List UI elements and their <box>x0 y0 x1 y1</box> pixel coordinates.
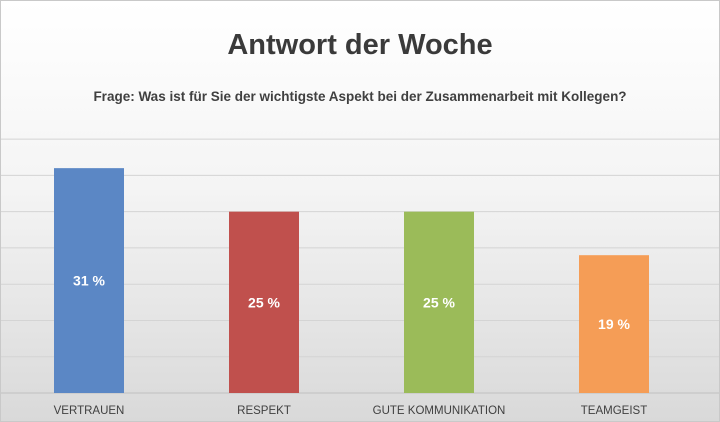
chart-subtitle: Frage: Was ist für Sie der wichtigste As… <box>93 89 627 104</box>
bar-gute-kommunikation <box>404 211 474 393</box>
bar-value-label: 19 % <box>598 316 630 332</box>
bar-respekt <box>229 211 299 393</box>
category-label: RESPEKT <box>237 405 291 417</box>
bar-value-label: 25 % <box>248 294 280 310</box>
bar-value-label: 31 % <box>73 273 105 289</box>
category-label: VERTRAUEN <box>54 405 125 417</box>
category-label: GUTE KOMMUNIKATION <box>373 405 506 417</box>
chart-title: Antwort der Woche <box>227 29 493 61</box>
bar-value-label: 25 % <box>423 294 455 310</box>
bars <box>54 168 649 393</box>
bar-vertrauen <box>54 168 124 393</box>
category-labels: VERTRAUEN RESPEKT GUTE KOMMUNIKATION TEAMGE… <box>54 405 648 417</box>
bar-labels: 31 % 25 % 25 % 19 % <box>73 273 630 333</box>
category-label: TEAMGEIST <box>581 405 647 417</box>
bar-teamgeist <box>579 255 649 393</box>
